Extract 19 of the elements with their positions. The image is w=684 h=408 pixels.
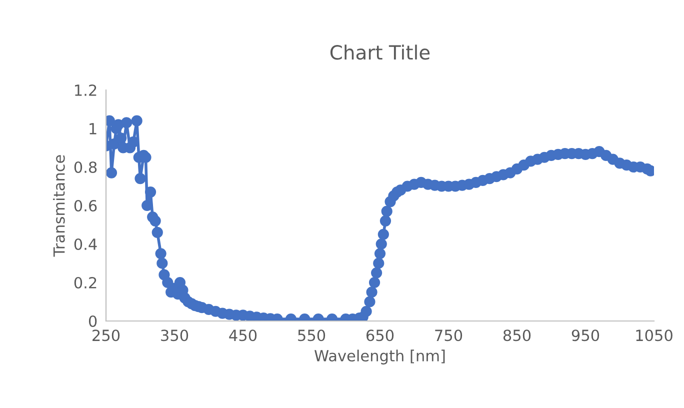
x-tick-label: 950 <box>572 330 600 342</box>
x-tick-label: 350 <box>161 330 188 342</box>
y-tick-label: 0 <box>88 315 97 328</box>
x-axis-title: Wavelength [nm] <box>314 350 445 364</box>
x-tick-label: 450 <box>229 330 257 342</box>
x-tick-label: 850 <box>503 330 531 342</box>
y-tick-label: 0.6 <box>74 200 97 212</box>
x-tick-label: 250 <box>92 330 120 342</box>
chart-title: Chart Title <box>330 44 430 60</box>
y-tick-label: 0.2 <box>74 276 96 289</box>
x-tick-label: 750 <box>435 330 462 342</box>
y-tick-label: 1.2 <box>75 84 96 96</box>
x-tick-label: 650 <box>366 330 394 342</box>
x-tick-label: 1050 <box>636 330 672 342</box>
y-tick-label: 0.8 <box>74 161 97 174</box>
x-tick-label: 550 <box>298 330 326 342</box>
y-axis-title: Transmitance <box>53 155 65 257</box>
y-tick-label: 0.4 <box>74 238 97 250</box>
y-tick-label: 1 <box>90 123 96 134</box>
